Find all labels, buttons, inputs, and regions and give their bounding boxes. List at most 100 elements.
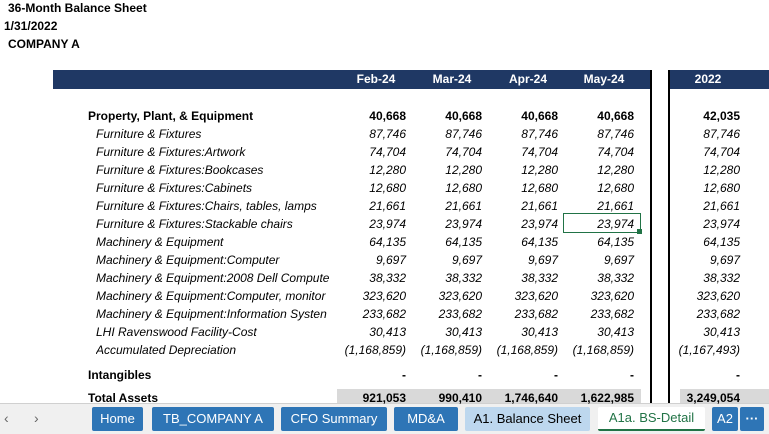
cell-value: (1,167,493) <box>678 343 740 357</box>
sheet-tab[interactable]: Home <box>92 407 143 431</box>
cell-value: 9,697 <box>527 253 558 267</box>
cell-value: 233,682 <box>362 307 406 321</box>
cell-value: 1,622,985 <box>580 391 634 405</box>
row-label: Furniture & Fixtures:Stackable chairs <box>96 217 293 231</box>
row-label: LHI Ravenswood Facility-Cost <box>96 325 257 339</box>
cell-value: 12,280 <box>369 163 406 177</box>
sheet-tab[interactable]: CFO Summary <box>281 407 387 431</box>
scroll-right[interactable]: › <box>34 410 39 426</box>
cell-value: 3,249,054 <box>686 391 740 405</box>
column-header: 2022 <box>694 72 722 86</box>
cell-value: 30,413 <box>369 325 406 339</box>
cell-value: 21,661 <box>369 199 406 213</box>
cell-value: 12,680 <box>521 181 558 195</box>
cell-value: 38,332 <box>445 271 482 285</box>
column-header: Mar-24 <box>432 72 472 86</box>
cell-value: 74,704 <box>597 145 634 159</box>
cell-value: 323,620 <box>590 289 634 303</box>
row-label: Furniture & Fixtures:Chairs, tables, lam… <box>96 199 317 213</box>
cell-value: 87,746 <box>445 127 482 141</box>
cell-value: 990,410 <box>438 391 482 405</box>
scroll-left[interactable]: ‹ <box>4 410 9 426</box>
cell-value: 30,413 <box>521 325 558 339</box>
row-label: Machinery & Equipment <box>96 235 224 249</box>
cell-value: 12,280 <box>597 163 634 177</box>
cell-value: - <box>402 368 406 382</box>
cell-value: 921,053 <box>362 391 406 405</box>
row-label: Furniture & Fixtures:Cabinets <box>96 181 253 195</box>
cell-value: 23,974 <box>445 217 482 231</box>
cell-value: 42,035 <box>703 109 740 123</box>
selected-cell[interactable] <box>563 213 641 233</box>
cell-value: 87,746 <box>597 127 634 141</box>
row-label: Furniture & Fixtures:Artwork <box>96 145 246 159</box>
cell-value: 9,697 <box>375 253 406 267</box>
cell-value: 64,135 <box>597 235 634 249</box>
column-header: Feb-24 <box>356 72 396 86</box>
cell-value: (1,168,859) <box>496 343 558 357</box>
cell-value: 9,697 <box>451 253 482 267</box>
company-name: COMPANY A <box>8 37 80 51</box>
cell-value: 12,680 <box>597 181 634 195</box>
cell-value: 23,974 <box>521 217 558 231</box>
cell-value: 87,746 <box>369 127 406 141</box>
cell-value: 30,413 <box>445 325 482 339</box>
row-label: Furniture & Fixtures:Bookcases <box>96 163 264 177</box>
cell-value: 323,620 <box>438 289 482 303</box>
cell-value: 38,332 <box>369 271 406 285</box>
cell-value: (1,168,859) <box>572 343 634 357</box>
row-label: Furniture & Fixtures <box>96 127 202 141</box>
row-label: Machinery & Equipment:Computer <box>96 253 280 267</box>
cell-value: 74,704 <box>521 145 558 159</box>
cell-value: 1,746,640 <box>504 391 558 405</box>
cell-value: 21,661 <box>445 199 482 213</box>
total-fill <box>337 389 641 405</box>
row-label: Machinery & Equipment:2008 Dell Compute <box>96 271 330 285</box>
cell-value: 21,661 <box>703 199 740 213</box>
cell-value: 12,280 <box>703 163 740 177</box>
cell-value: (1,168,859) <box>420 343 482 357</box>
sheet-tab[interactable]: MD&A <box>394 407 458 431</box>
cell-value: (1,168,859) <box>344 343 406 357</box>
column-border <box>650 70 652 404</box>
row-label: Property, Plant, & Equipment <box>88 109 254 123</box>
cell-value: 23,974 <box>703 217 740 231</box>
cell-value: 64,135 <box>521 235 558 249</box>
cell-value: 87,746 <box>521 127 558 141</box>
cell-value: - <box>630 368 634 382</box>
sheet-tab[interactable]: A1. Balance Sheet <box>465 407 590 431</box>
cell-value: 21,661 <box>597 199 634 213</box>
cell-value: 12,680 <box>445 181 482 195</box>
row-label: Machinery & Equipment:Computer, monitor <box>96 289 326 303</box>
cell-value: 12,680 <box>369 181 406 195</box>
cell-value: 64,135 <box>369 235 406 249</box>
cell-value: 323,620 <box>514 289 558 303</box>
sheet-tab[interactable]: A1a. BS-Detail <box>598 407 705 431</box>
cell-value: 40,668 <box>445 109 482 123</box>
sheet-tab[interactable]: TB_COMPANY A <box>152 407 274 431</box>
cell-value: 38,332 <box>597 271 634 285</box>
cell-value: 30,413 <box>703 325 740 339</box>
cell-value: 12,280 <box>521 163 558 177</box>
cell-value: 40,668 <box>597 109 634 123</box>
cell-value: 323,620 <box>696 289 740 303</box>
cell-value: 12,680 <box>703 181 740 195</box>
cell-value: 12,280 <box>445 163 482 177</box>
cell-value: 30,413 <box>597 325 634 339</box>
cell-value: 38,332 <box>703 271 740 285</box>
sheet-title: 36-Month Balance Sheet <box>8 1 147 15</box>
more-tabs[interactable]: ··· <box>740 407 764 431</box>
cell-value: 23,974 <box>597 217 634 231</box>
sheet-tab[interactable]: A2 <box>712 407 738 431</box>
cell-value: - <box>478 368 482 382</box>
fill-handle <box>637 229 642 234</box>
row-label: Total Assets <box>88 391 159 405</box>
cell-value: 21,661 <box>521 199 558 213</box>
row-label: Accumulated Depreciation <box>96 343 237 357</box>
cell-value: 233,682 <box>438 307 482 321</box>
cell-value: 40,668 <box>369 109 406 123</box>
cell-value: 74,704 <box>703 145 740 159</box>
cell-value: 87,746 <box>703 127 740 141</box>
row-label: Machinery & Equipment:Information Systen <box>96 307 327 321</box>
